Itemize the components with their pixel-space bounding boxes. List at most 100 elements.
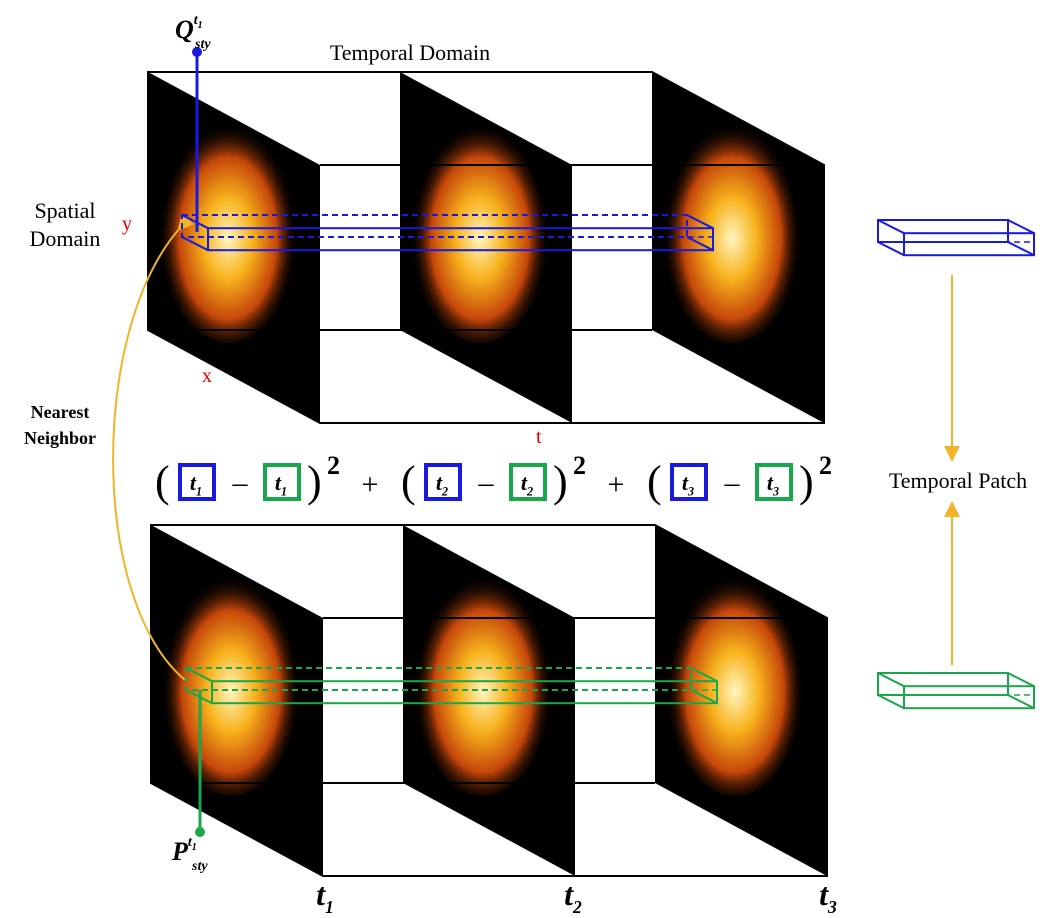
box-query-label: t2 bbox=[436, 470, 448, 499]
box-query bbox=[670, 463, 708, 501]
nn-arrow bbox=[112, 213, 194, 681]
sup-sub: 1 bbox=[198, 20, 203, 31]
time-label: t1 bbox=[316, 876, 334, 917]
patch-back bbox=[185, 667, 692, 691]
patch-edge bbox=[181, 236, 209, 252]
fire bbox=[662, 110, 802, 343]
base: P bbox=[171, 837, 189, 866]
base: t bbox=[564, 876, 574, 912]
sub: 2 bbox=[526, 485, 533, 499]
fire bbox=[665, 563, 805, 796]
time-label: t3 bbox=[819, 876, 837, 917]
base: t bbox=[436, 470, 443, 495]
spatial-label: Spatial bbox=[34, 198, 95, 223]
minus: – bbox=[724, 466, 741, 499]
patch-edge bbox=[185, 667, 213, 683]
match-dot bbox=[195, 827, 205, 837]
box-query-label: t3 bbox=[682, 470, 694, 499]
paren-open: ( bbox=[401, 457, 416, 506]
domain-label: Domain bbox=[30, 226, 101, 251]
patch-edge bbox=[181, 214, 209, 230]
time-label: t2 bbox=[564, 876, 582, 917]
paren-close: ) bbox=[799, 457, 814, 506]
paren-close: ) bbox=[553, 457, 568, 506]
patch-edge bbox=[877, 672, 905, 688]
sub: 3 bbox=[827, 897, 837, 917]
patch-front bbox=[207, 227, 714, 252]
sub: 2 bbox=[572, 897, 582, 917]
patch-edge bbox=[1007, 694, 1035, 710]
base: t bbox=[190, 470, 197, 495]
exponent: 2 bbox=[327, 451, 340, 480]
patch-edge bbox=[1007, 672, 1035, 688]
box-match-label: t2 bbox=[521, 470, 533, 499]
neighbor-label: Neighbor bbox=[24, 428, 96, 448]
box-match bbox=[509, 463, 547, 501]
patch-edge bbox=[1007, 219, 1035, 235]
exponent: 2 bbox=[573, 451, 586, 480]
patch-back bbox=[877, 219, 1009, 243]
sub: 1 bbox=[196, 485, 202, 499]
box-match-label: t1 bbox=[275, 470, 287, 499]
query-dot bbox=[192, 47, 202, 57]
patch-edge bbox=[877, 241, 905, 257]
patch-back bbox=[181, 214, 688, 238]
base: t bbox=[767, 470, 774, 495]
base: t bbox=[316, 876, 326, 912]
patch-edge bbox=[877, 694, 905, 710]
sub: sty bbox=[191, 859, 208, 874]
box-match bbox=[263, 463, 301, 501]
patch-back bbox=[877, 672, 1009, 696]
patch-front bbox=[903, 685, 1035, 710]
sub: 3 bbox=[687, 485, 694, 499]
fire bbox=[413, 563, 553, 796]
volumes bbox=[147, 71, 828, 877]
box-query bbox=[178, 463, 216, 501]
base: t bbox=[682, 470, 689, 495]
paren-open: ( bbox=[647, 457, 662, 506]
temporal-patch-label: Temporal Patch bbox=[889, 468, 1027, 493]
fire bbox=[158, 110, 298, 343]
sub: 1 bbox=[281, 485, 287, 499]
base: Q bbox=[175, 15, 194, 44]
match-label: Pt1 sty bbox=[171, 835, 208, 874]
patch-edge bbox=[877, 219, 905, 235]
plus: + bbox=[608, 468, 625, 501]
sup-sub: 1 bbox=[192, 842, 197, 853]
minus: – bbox=[478, 466, 495, 499]
exponent: 2 bbox=[819, 451, 832, 480]
temporal-domain-label: Temporal Domain bbox=[330, 40, 490, 65]
box-match bbox=[755, 463, 793, 501]
fire bbox=[410, 110, 550, 343]
axis-y: y bbox=[122, 213, 132, 235]
base: t bbox=[275, 470, 282, 495]
patch-edge bbox=[690, 667, 718, 683]
axis-x: x bbox=[202, 365, 212, 387]
axis-t: t bbox=[536, 426, 542, 448]
patch-front bbox=[903, 232, 1035, 257]
paren-close: ) bbox=[307, 457, 322, 506]
minus: – bbox=[232, 466, 249, 499]
sub: 3 bbox=[772, 485, 779, 499]
sub: 1 bbox=[325, 897, 334, 917]
base: t bbox=[819, 876, 829, 912]
nearest-label: Nearest bbox=[31, 402, 90, 422]
patch-edge bbox=[1007, 241, 1035, 257]
sub: sty bbox=[194, 37, 211, 52]
patch-front bbox=[211, 680, 718, 705]
sub: 2 bbox=[441, 485, 448, 499]
query-label: Qt1 sty bbox=[175, 13, 211, 52]
paren-open: ( bbox=[155, 457, 170, 506]
patch-edge bbox=[686, 214, 714, 230]
patch-edge bbox=[690, 689, 718, 705]
sup: t bbox=[188, 835, 193, 850]
plus: + bbox=[362, 468, 379, 501]
box-query bbox=[424, 463, 462, 501]
box-match-label: t3 bbox=[767, 470, 779, 499]
sup: t bbox=[194, 13, 199, 28]
fire bbox=[161, 563, 301, 796]
box-query-label: t1 bbox=[190, 470, 202, 499]
patch-edge bbox=[686, 236, 714, 252]
base: t bbox=[521, 470, 528, 495]
